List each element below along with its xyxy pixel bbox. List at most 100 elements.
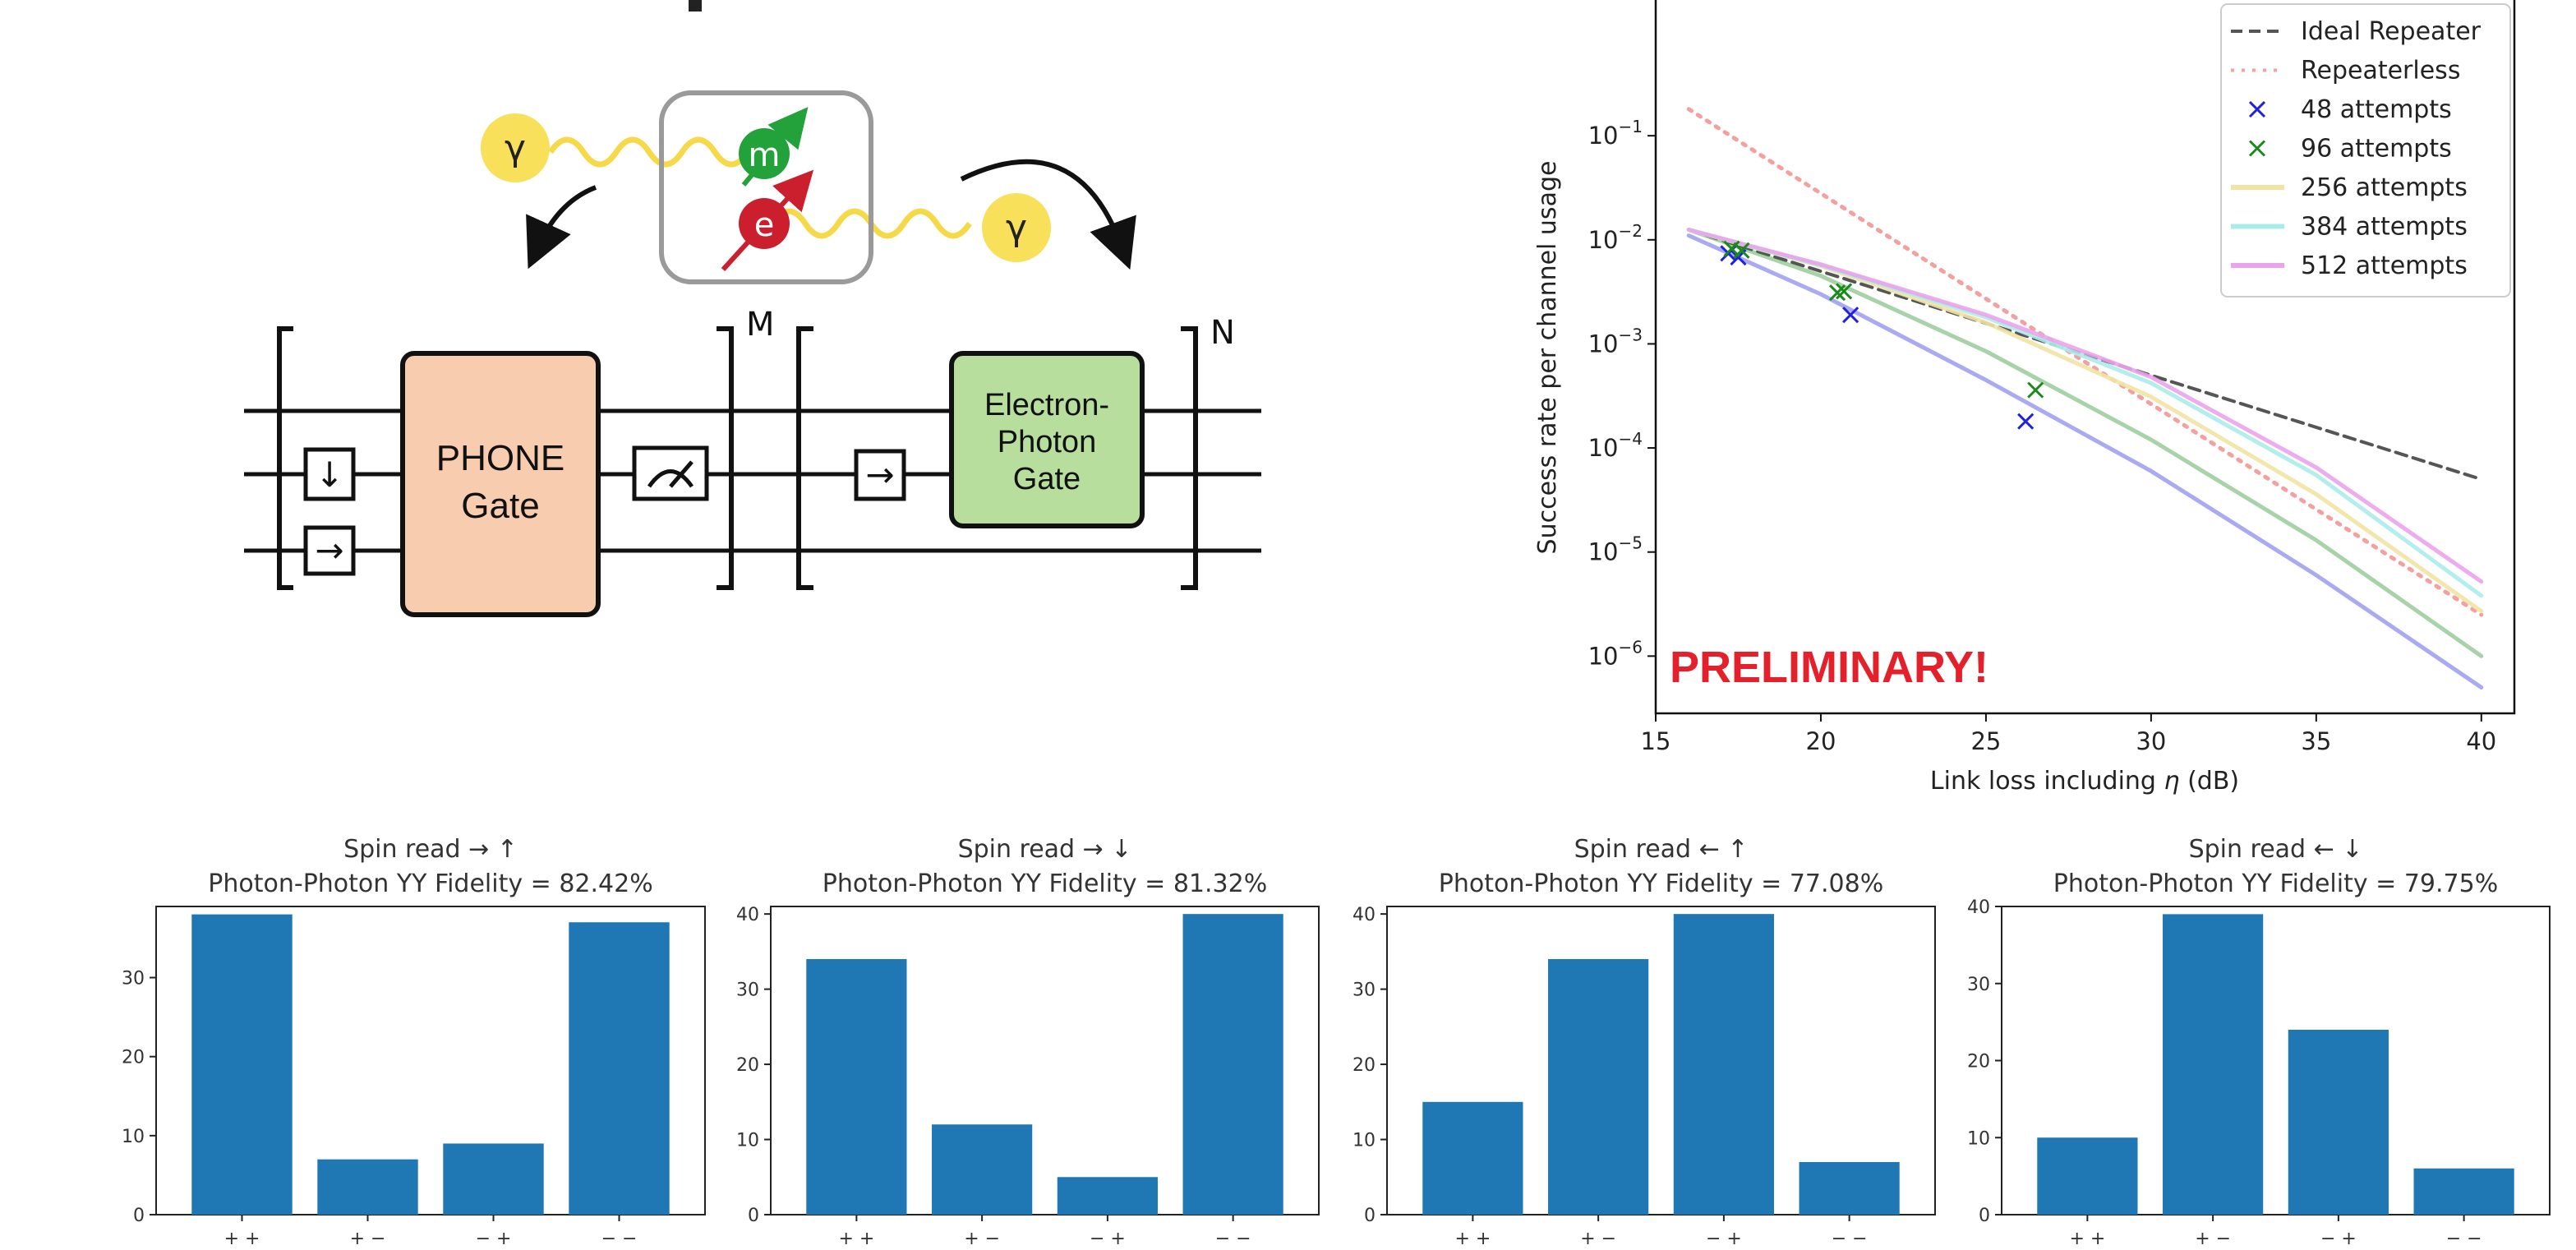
bar-y-tick-label: 0 bbox=[748, 1206, 759, 1226]
x-tick-label: 40 bbox=[2466, 727, 2496, 755]
marker-attempts96 bbox=[1733, 242, 1750, 259]
bracket-n-left bbox=[796, 326, 813, 590]
bar-chart-panel-2: Spin read → ↓ Photon-Photon YY Fidelity =… bbox=[736, 835, 1320, 1249]
line-chart-x-label-prefix: Link loss including bbox=[1930, 767, 2164, 796]
ep-gate-label-line1: Electron- bbox=[984, 388, 1109, 422]
label-N: N bbox=[1210, 314, 1235, 352]
legend-label: 96 attempts bbox=[2301, 135, 2452, 164]
series-line-ideal bbox=[1687, 228, 2483, 482]
bar-y-tick-label: 20 bbox=[736, 1055, 759, 1076]
x-tick-label: 20 bbox=[1806, 727, 1836, 755]
bar bbox=[2288, 1030, 2389, 1215]
series-line-attempts96 bbox=[1686, 228, 2484, 658]
legend-item-attempts48: 48 attempts bbox=[2248, 95, 2452, 124]
bar-chart-subtitle: Photon-Photon YY Fidelity = 79.75% bbox=[2053, 869, 2498, 898]
bar-x-tick-label: − + bbox=[1090, 1229, 1126, 1249]
bar bbox=[1799, 1161, 1900, 1215]
bar bbox=[806, 959, 907, 1215]
y-tick-label: 10−5 bbox=[1588, 533, 1643, 566]
line-chart-legend: Ideal Repeater Repeaterless 48 attempts 96 … bbox=[2220, 3, 2511, 298]
bar-y-tick-label: 10 bbox=[1353, 1131, 1376, 1151]
bar bbox=[1057, 1177, 1158, 1215]
legend-frame bbox=[2220, 3, 2511, 298]
bar-x-tick-label: + + bbox=[1454, 1229, 1491, 1249]
bar bbox=[1422, 1101, 1523, 1215]
line-chart-x-label-symbol: η bbox=[2164, 767, 2180, 796]
bar bbox=[317, 1159, 418, 1215]
photon-right-symbol: γ bbox=[1006, 207, 1027, 249]
legend-item-attempts96: 96 attempts bbox=[2248, 135, 2452, 164]
bar-chart-subtitle: Photon-Photon YY Fidelity = 77.08% bbox=[1439, 869, 1883, 898]
rotation-box-right-glyph: → bbox=[315, 530, 343, 570]
bar-x-tick-label: + − bbox=[350, 1229, 386, 1249]
preliminary-annotation: PRELIMINARY! bbox=[1670, 643, 1988, 692]
legend-item-attempts256: 256 attempts bbox=[2231, 173, 2468, 202]
ep-gate-label-line3: Gate bbox=[1013, 462, 1081, 496]
photon-right-circle bbox=[982, 193, 1051, 262]
label-M: M bbox=[746, 306, 775, 344]
y-tick-exponent: −2 bbox=[1619, 221, 1643, 241]
phone-gate-label-line2: Gate bbox=[461, 486, 539, 526]
bar bbox=[1548, 959, 1649, 1215]
bar bbox=[1182, 914, 1283, 1215]
electron-photon-gate bbox=[949, 351, 1145, 528]
rotation-box-right-2-glyph: → bbox=[865, 454, 894, 495]
bar-y-tick-label: 10 bbox=[736, 1131, 759, 1151]
series-line-attempts512 bbox=[1686, 228, 2484, 584]
measurement-needle bbox=[669, 460, 694, 488]
bar-y-tick-label: 0 bbox=[133, 1206, 145, 1226]
legend-item-repeaterless: Repeaterless bbox=[2231, 57, 2460, 85]
bar-y-tick-label: 40 bbox=[1353, 905, 1376, 925]
x-tick-label: 25 bbox=[1970, 727, 2001, 755]
bar-x-tick-label: − + bbox=[2320, 1229, 2357, 1249]
x-tick-label: 35 bbox=[2301, 727, 2331, 755]
bar-y-tick-label: 10 bbox=[122, 1127, 145, 1147]
bar-chart-panel-3: Spin read ← ↑ Photon-Photon YY Fidelity =… bbox=[1353, 835, 1936, 1249]
bar-x-tick-label: − − bbox=[2446, 1229, 2482, 1249]
bar-x-tick-label: + − bbox=[2195, 1229, 2231, 1249]
bar-x-tick-label: + − bbox=[964, 1229, 1000, 1249]
bar-y-tick-label: 20 bbox=[122, 1048, 145, 1068]
bar-x-tick-label: + + bbox=[2069, 1229, 2105, 1249]
line-chart-markers bbox=[1720, 240, 2044, 430]
rotation-box-down-glyph: ↓ bbox=[315, 454, 343, 495]
x-tick-label: 15 bbox=[1641, 727, 1671, 755]
series-line-attempts48 bbox=[1686, 233, 2484, 690]
spin-system-box bbox=[659, 90, 873, 284]
legend-label: Repeaterless bbox=[2301, 57, 2460, 85]
bar-chart-title: Spin read → ↑ bbox=[343, 835, 518, 864]
rotation-box-right-2 bbox=[854, 449, 906, 501]
y-tick-base: 10 bbox=[1588, 330, 1619, 357]
photon-left-circle bbox=[481, 113, 550, 182]
bar bbox=[569, 922, 670, 1215]
y-tick-label: 10−4 bbox=[1588, 429, 1643, 462]
y-tick-label: 10−2 bbox=[1588, 221, 1643, 254]
bar-y-tick-label: 30 bbox=[736, 980, 759, 1001]
legend-label: 384 attempts bbox=[2301, 213, 2468, 242]
electron-circle bbox=[739, 198, 790, 249]
legend-label: 256 attempts bbox=[2301, 173, 2468, 202]
rotation-box-right bbox=[303, 525, 356, 576]
circuit-diagram: m e γ γ M N ↓ → → bbox=[244, 0, 1261, 617]
bar-x-tick-label: + + bbox=[224, 1229, 260, 1249]
curved-arrow-left bbox=[526, 185, 597, 270]
legend-item-ideal: Ideal Repeater bbox=[2231, 17, 2482, 46]
cropped-mark bbox=[689, 0, 702, 12]
bar-x-tick-label: − + bbox=[476, 1229, 512, 1249]
y-tick-exponent: −5 bbox=[1619, 533, 1643, 553]
bar-y-tick-label: 30 bbox=[1353, 980, 1376, 1001]
x-tick-label: 30 bbox=[2136, 727, 2166, 755]
success-rate-chart: 15 20 25 30 35 40 10−110−210−310−410−510−6 PR… bbox=[1533, 0, 2516, 796]
y-tick-exponent: −3 bbox=[1619, 325, 1643, 344]
line-chart-x-label-suffix: (dB) bbox=[2180, 767, 2240, 796]
ep-gate-label-line2: Photon bbox=[998, 425, 1096, 459]
marker-attempts48 bbox=[2017, 413, 2035, 430]
legend-label: 512 attempts bbox=[2301, 251, 2468, 280]
bar-chart-title: Spin read → ↓ bbox=[958, 835, 1132, 864]
marker-attempts96 bbox=[2027, 381, 2044, 399]
bar bbox=[443, 1143, 544, 1215]
bar-x-tick-label: − + bbox=[1706, 1229, 1742, 1249]
y-tick-base: 10 bbox=[1588, 642, 1619, 670]
bar-x-tick-label: + + bbox=[838, 1229, 874, 1249]
bar-y-tick-label: 40 bbox=[736, 905, 759, 925]
